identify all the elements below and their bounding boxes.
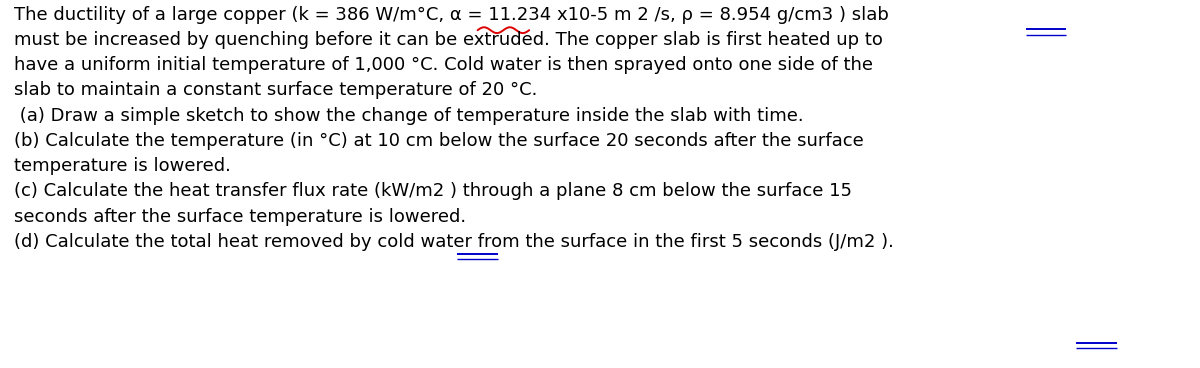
- Text: The ductility of a large copper (k = 386 W/m°C, α = 11.234 x10-5 m 2 /s, ρ = 8.9: The ductility of a large copper (k = 386…: [14, 6, 894, 251]
